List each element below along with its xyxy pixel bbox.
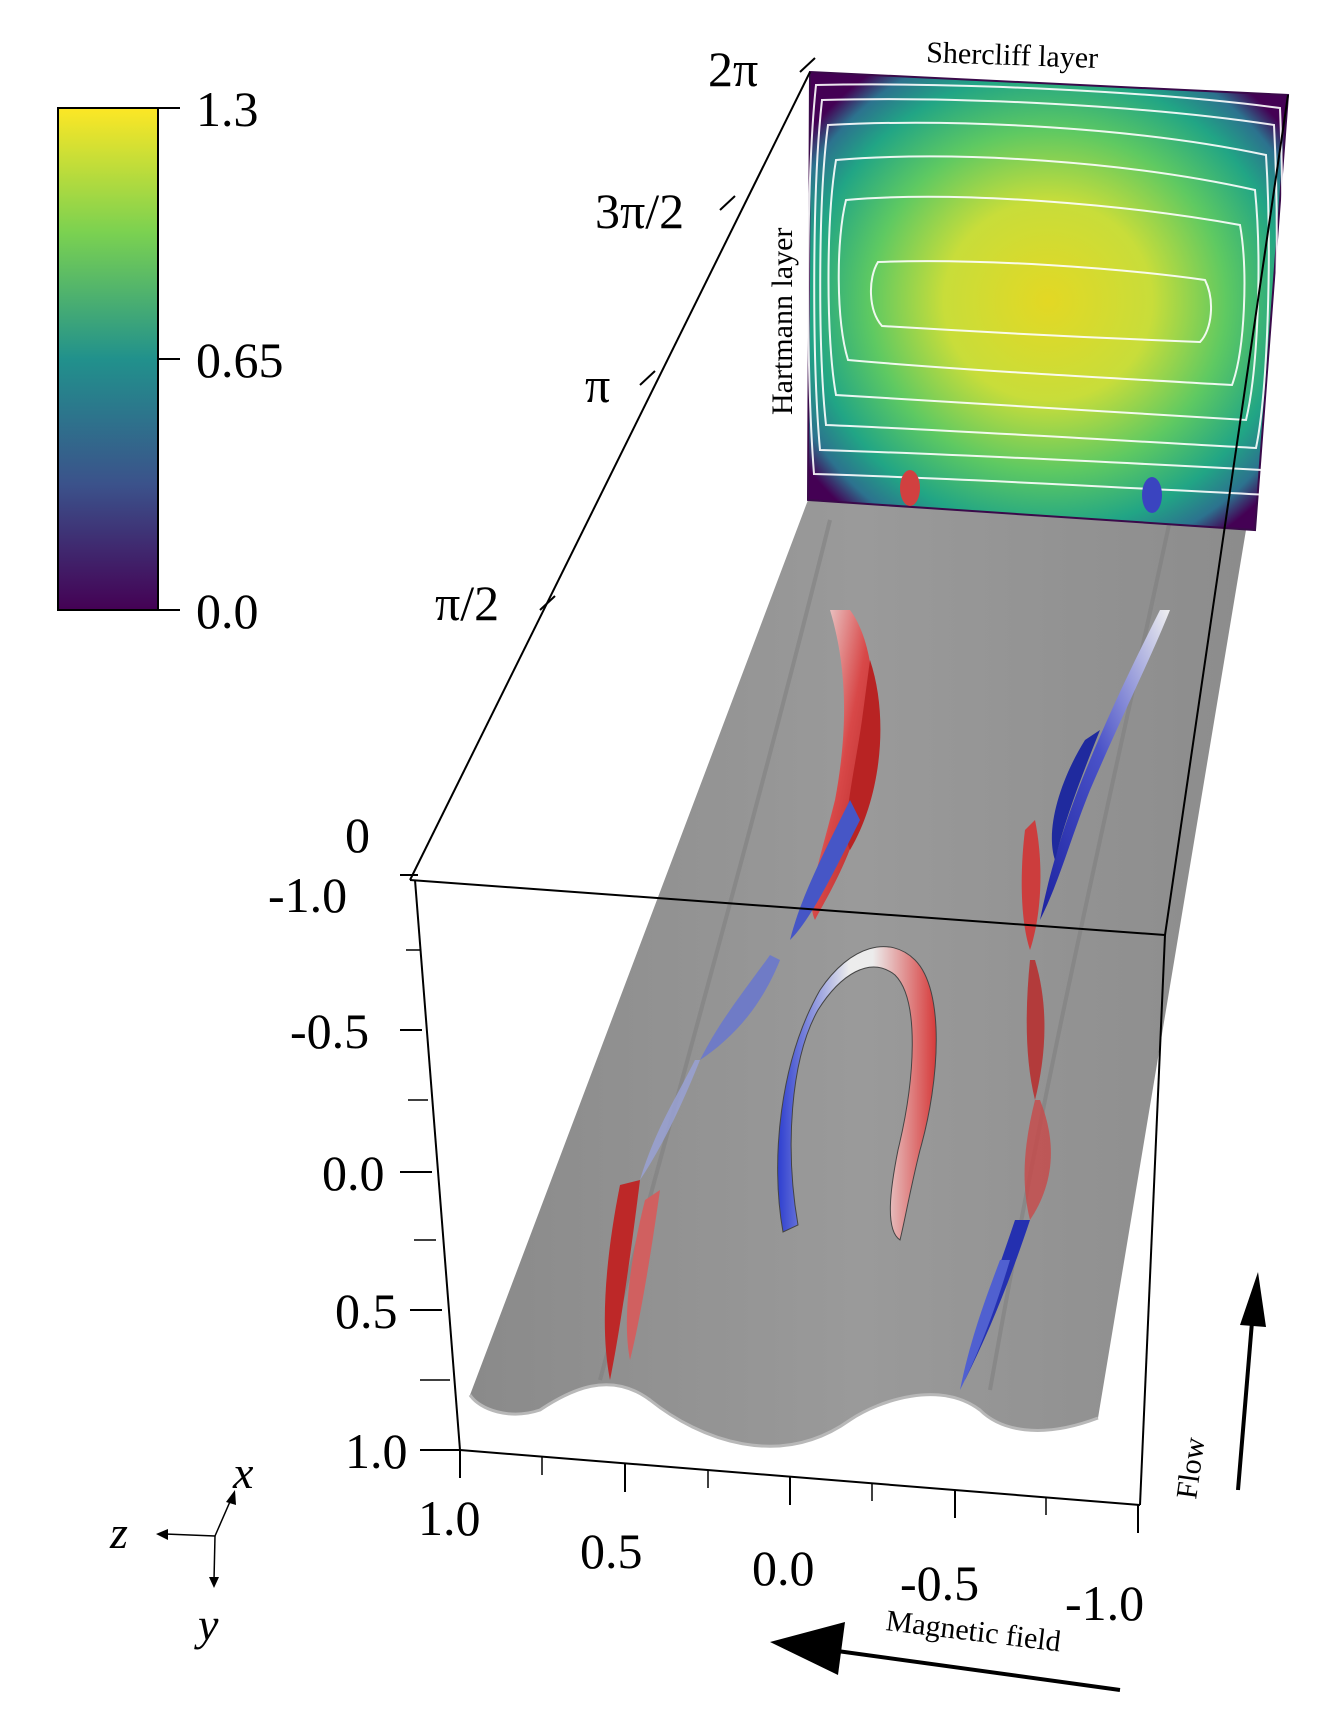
hartmann-layer-label: Hartmann layer bbox=[766, 228, 799, 415]
y-tick-pi2: π/2 bbox=[435, 575, 499, 631]
colorbar-gradient bbox=[57, 107, 159, 611]
colorbar-mid-label: 0.65 bbox=[196, 332, 284, 388]
triad-y-label: y bbox=[194, 1599, 219, 1650]
colorbar: 1.3 0.65 0.0 bbox=[57, 81, 284, 639]
x-tick-neg1: -1.0 bbox=[268, 867, 347, 923]
triad-x-label: x bbox=[232, 1447, 254, 1498]
section-heatmap bbox=[806, 70, 1290, 532]
flow-arrow bbox=[1236, 1272, 1266, 1491]
z-tick-neg05: -0.5 bbox=[900, 1555, 979, 1611]
y-tick-pi: π bbox=[585, 357, 610, 413]
y-tick-2pi: 2π bbox=[708, 41, 758, 97]
z-tick-0: 0.0 bbox=[752, 1540, 815, 1596]
triad-z-label: z bbox=[109, 1507, 128, 1558]
y-tick-3pi2: 3π/2 bbox=[595, 183, 684, 239]
z-tick-05: 0.5 bbox=[580, 1523, 643, 1579]
contour-lines bbox=[807, 83, 1284, 497]
streak-right-blue bbox=[1040, 610, 1170, 920]
streak-left-red bbox=[811, 610, 874, 920]
bounding-box bbox=[409, 71, 1289, 1506]
floor-surface bbox=[470, 500, 1248, 1447]
magnetic-field-label: Magnetic field bbox=[884, 1604, 1062, 1658]
vortex-structures bbox=[604, 470, 1170, 1390]
x-tick-neg05: -0.5 bbox=[290, 1003, 369, 1059]
x-tick-1: 1.0 bbox=[345, 1423, 408, 1479]
axis-triad: x z y bbox=[109, 1447, 254, 1650]
colorbar-max-label: 1.3 bbox=[196, 81, 259, 137]
hairpin-vortex bbox=[777, 946, 937, 1241]
colorbar-min-label: 0.0 bbox=[196, 583, 259, 639]
cross-section bbox=[806, 70, 1290, 532]
flow-label: Flow bbox=[1170, 1435, 1211, 1501]
z-tick-neg1: -1.0 bbox=[1065, 1575, 1144, 1631]
z-tick-1: 1.0 bbox=[418, 1490, 481, 1546]
x-tick-05: 0.5 bbox=[335, 1283, 398, 1339]
shercliff-layer-label: Shercliff layer bbox=[926, 36, 1099, 75]
x-tick-0: 0.0 bbox=[322, 1145, 385, 1201]
streak-left-bottom bbox=[604, 1180, 640, 1380]
y-axis: 2π 3π/2 π π/2 0 bbox=[345, 41, 816, 863]
z-axis: 1.0 0.5 0.0 -0.5 -1.0 bbox=[418, 1450, 1144, 1631]
magnetic-field-arrow bbox=[770, 1622, 1121, 1692]
y-tick-zero: 0 bbox=[345, 807, 370, 863]
x-axis: -1.0 -0.5 0.0 0.5 1.0 bbox=[268, 867, 460, 1479]
